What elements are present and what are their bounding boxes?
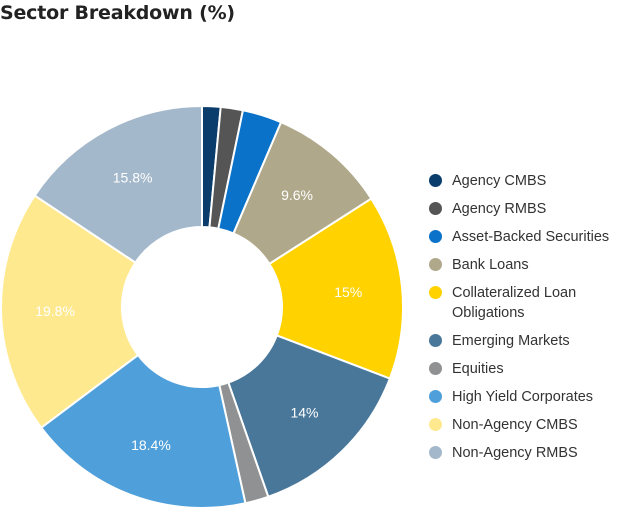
legend-swatch xyxy=(429,418,442,431)
legend-label: Emerging Markets xyxy=(452,333,570,349)
slice-label-bank-loans: 9.6% xyxy=(281,187,313,203)
legend-swatch xyxy=(429,362,442,375)
slice-labels: 9.6% 15% 14% 18.4% 19.8% 15.8% xyxy=(35,169,362,452)
legend-item-emerging-markets: Emerging Markets xyxy=(429,331,634,351)
legend-swatch xyxy=(429,446,442,459)
slice-label-non-agency-cmbs: 19.8% xyxy=(35,303,75,319)
legend-label: Non-Agency CMBS xyxy=(452,417,578,433)
legend-item-agency-cmbs: Agency CMBS xyxy=(429,171,634,191)
legend-item-non-agency-rmbs: Non-Agency RMBS xyxy=(429,443,634,463)
chart-legend: Agency CMBS Agency RMBS Asset-Backed Secur… xyxy=(429,171,634,471)
legend-item-high-yield-corporates: High Yield Corporates xyxy=(429,387,634,407)
slice-label-emerging-markets: 14% xyxy=(290,404,318,420)
slice-label-collateralized-loan-obligations: 15% xyxy=(334,284,362,300)
legend-label: Collateralized Loan Obligations xyxy=(452,285,577,321)
chart-title: Sector Breakdown (%) xyxy=(0,2,235,24)
legend-item-asset-backed-securities: Asset-Backed Securities xyxy=(429,227,634,247)
legend-label: Agency CMBS xyxy=(452,173,547,189)
legend-item-bank-loans: Bank Loans xyxy=(429,255,634,275)
legend-swatch xyxy=(429,174,442,187)
legend-label: Asset-Backed Securities xyxy=(452,229,610,245)
legend-item-collateralized-loan-obligations: Collateralized Loan Obligations xyxy=(429,283,634,323)
legend-swatch xyxy=(429,390,442,403)
slice-emerging-markets xyxy=(227,334,392,499)
slice-non-agency-cmbs xyxy=(0,194,140,430)
slice-high-yield-corporates xyxy=(39,353,247,509)
legend-item-non-agency-cmbs: Non-Agency CMBS xyxy=(429,415,634,435)
legend-label: Agency RMBS xyxy=(452,201,547,217)
slice-non-agency-rmbs xyxy=(33,104,203,265)
slice-label-high-yield-corporates: 18.4% xyxy=(131,437,171,453)
slice-collateralized-loan-obligations xyxy=(268,197,404,380)
slice-label-non-agency-rmbs: 15.8% xyxy=(113,169,153,185)
legend-label: High Yield Corporates xyxy=(452,389,594,405)
legend-swatch xyxy=(429,202,442,215)
legend-swatch xyxy=(429,230,442,243)
legend-item-equities: Equities xyxy=(429,359,634,379)
legend-label: Equities xyxy=(452,361,504,377)
legend-swatch xyxy=(429,258,442,271)
legend-label: Bank Loans xyxy=(452,257,529,273)
legend-swatch xyxy=(429,286,442,299)
legend-item-agency-rmbs: Agency RMBS xyxy=(429,199,634,219)
donut-slices xyxy=(0,104,404,509)
legend-swatch xyxy=(429,334,442,347)
legend-label: Non-Agency RMBS xyxy=(452,445,578,461)
